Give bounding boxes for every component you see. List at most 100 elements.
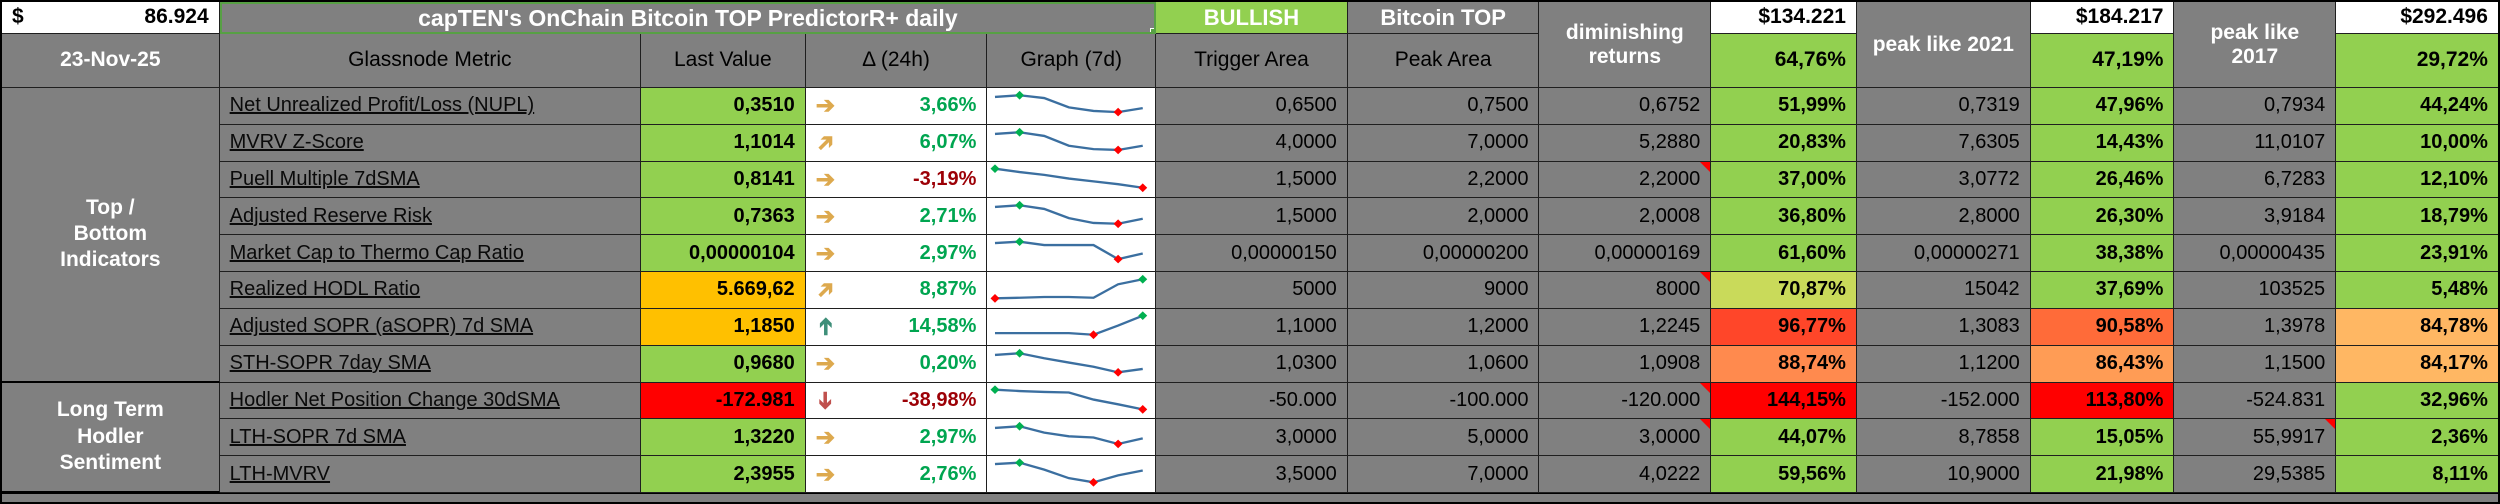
value-2017-cell[interactable]: 11,0107: [2174, 124, 2337, 162]
metric-link[interactable]: LTH-SOPR 7d SMA: [219, 419, 641, 457]
scenario-2021-header[interactable]: peak like 2021: [1856, 2, 2031, 88]
delta-24h-cell[interactable]: ➔ 2,97%: [805, 419, 988, 457]
pct-2021-cell[interactable]: 38,38%: [2030, 235, 2175, 273]
diminishing-pct-cell[interactable]: 37,00%: [1711, 161, 1857, 199]
last-value-cell[interactable]: 1,1014: [640, 124, 806, 162]
metric-hyperlink[interactable]: MVRV Z-Score: [229, 131, 364, 154]
metric-link[interactable]: Hodler Net Position Change 30dSMA: [219, 382, 641, 420]
value-2021-cell[interactable]: 2,8000: [1856, 198, 2031, 236]
diminishing-pct-cell[interactable]: 44,07%: [1711, 419, 1857, 457]
pct-2021-cell[interactable]: 113,80%: [2030, 382, 2175, 420]
col-header-metric[interactable]: Glassnode Metric: [219, 34, 641, 88]
diminishing-value-cell[interactable]: 8000: [1539, 272, 1712, 309]
pct-2017-cell[interactable]: 12,10%: [2336, 161, 2498, 199]
sparkline-cell[interactable]: [987, 272, 1157, 309]
metric-hyperlink[interactable]: Market Cap to Thermo Cap Ratio: [229, 241, 524, 264]
sparkline-cell[interactable]: [987, 88, 1157, 125]
last-value-cell[interactable]: -172.981: [640, 382, 806, 420]
last-value-cell[interactable]: 0,00000104: [640, 235, 806, 273]
metric-hyperlink[interactable]: Adjusted Reserve Risk: [229, 204, 432, 227]
scenario-diminishing-pct[interactable]: 64,76%: [1711, 34, 1857, 88]
pct-2021-cell[interactable]: 86,43%: [2030, 345, 2175, 383]
value-2021-cell[interactable]: 8,7858: [1856, 419, 2031, 457]
date-cell[interactable]: 23-Nov-25: [2, 34, 220, 88]
value-2021-cell[interactable]: 1,1200: [1856, 345, 2031, 383]
diminishing-pct-cell[interactable]: 96,77%: [1711, 308, 1857, 346]
col-header-last-value[interactable]: Last Value: [640, 34, 806, 88]
diminishing-pct-cell[interactable]: 70,87%: [1711, 272, 1857, 309]
sparkline-cell[interactable]: [987, 161, 1157, 199]
diminishing-value-cell[interactable]: 2,2000: [1539, 161, 1712, 199]
value-2017-cell[interactable]: 3,9184: [2174, 198, 2337, 236]
value-2021-cell[interactable]: 0,7319: [1856, 88, 2031, 125]
metric-link[interactable]: Market Cap to Thermo Cap Ratio: [219, 235, 641, 273]
sparkline-cell[interactable]: [987, 198, 1157, 236]
value-2021-cell[interactable]: 15042: [1856, 272, 2031, 309]
pct-2017-cell[interactable]: 2,36%: [2336, 419, 2498, 457]
value-2017-cell[interactable]: 0,00000435: [2174, 235, 2337, 273]
pct-2017-cell[interactable]: 8,11%: [2336, 456, 2498, 493]
sparkline-cell[interactable]: [987, 419, 1157, 457]
value-2021-cell[interactable]: -152.000: [1856, 382, 2031, 420]
last-value-cell[interactable]: 0,3510: [640, 88, 806, 125]
metric-link[interactable]: LTH-MVRV: [219, 456, 641, 493]
metric-hyperlink[interactable]: Puell Multiple 7dSMA: [229, 168, 420, 191]
delta-24h-cell[interactable]: ➔ 2,71%: [805, 198, 988, 236]
diminishing-pct-cell[interactable]: 88,74%: [1711, 345, 1857, 383]
metric-hyperlink[interactable]: Adjusted SOPR (aSOPR) 7d SMA: [229, 315, 534, 338]
diminishing-value-cell[interactable]: 0,00000169: [1539, 235, 1712, 273]
delta-24h-cell[interactable]: ➔ -38,98%: [805, 382, 988, 420]
trigger-area-cell[interactable]: 3,0000: [1156, 419, 1348, 457]
trigger-area-cell[interactable]: -50.000: [1156, 382, 1348, 420]
pct-2021-cell[interactable]: 15,05%: [2030, 419, 2175, 457]
pct-2017-cell[interactable]: 84,78%: [2336, 308, 2498, 346]
scenario-2021-pct[interactable]: 47,19%: [2030, 34, 2175, 88]
pct-2017-cell[interactable]: 23,91%: [2336, 235, 2498, 273]
peak-area-cell[interactable]: 7,0000: [1347, 124, 1540, 162]
sparkline-cell[interactable]: [987, 308, 1157, 346]
metric-link[interactable]: Net Unrealized Profit/Loss (NUPL): [219, 88, 641, 125]
value-2017-cell[interactable]: 55,9917: [2174, 419, 2337, 457]
peak-area-cell[interactable]: 7,0000: [1347, 456, 1540, 493]
trigger-area-cell[interactable]: 0,00000150: [1156, 235, 1348, 273]
pct-2017-cell[interactable]: 44,24%: [2336, 88, 2498, 125]
col-header-peak-area[interactable]: Peak Area: [1347, 34, 1540, 88]
value-2017-cell[interactable]: 6,7283: [2174, 161, 2337, 199]
delta-24h-cell[interactable]: ➔ 14,58%: [805, 308, 988, 346]
sparkline-cell[interactable]: [987, 345, 1157, 383]
diminishing-value-cell[interactable]: 3,0000: [1539, 419, 1712, 457]
col-header-delta[interactable]: Δ (24h): [805, 34, 988, 88]
diminishing-value-cell[interactable]: 5,2880: [1539, 124, 1712, 162]
diminishing-pct-cell[interactable]: 144,15%: [1711, 382, 1857, 420]
pct-2021-cell[interactable]: 90,58%: [2030, 308, 2175, 346]
scenario-2017-pct[interactable]: 29,72%: [2336, 34, 2498, 88]
value-2017-cell[interactable]: 1,3978: [2174, 308, 2337, 346]
delta-24h-cell[interactable]: ➔ 3,66%: [805, 88, 988, 125]
pct-2017-cell[interactable]: 18,79%: [2336, 198, 2498, 236]
diminishing-value-cell[interactable]: 4,0222: [1539, 456, 1712, 493]
peak-area-cell[interactable]: 1,0600: [1347, 345, 1540, 383]
pct-2021-cell[interactable]: 47,96%: [2030, 88, 2175, 125]
scenario-diminishing-header[interactable]: diminishing returns: [1539, 2, 1712, 88]
diminishing-pct-cell[interactable]: 36,80%: [1711, 198, 1857, 236]
selection-fill-handle[interactable]: [1150, 28, 1155, 32]
peak-area-cell[interactable]: 9000: [1347, 272, 1540, 309]
metric-hyperlink[interactable]: Hodler Net Position Change 30dSMA: [229, 388, 560, 411]
trigger-area-cell[interactable]: 4,0000: [1156, 124, 1348, 162]
delta-24h-cell[interactable]: ➔ 2,97%: [805, 235, 988, 273]
trigger-area-cell[interactable]: 0,6500: [1156, 88, 1348, 125]
value-2021-cell[interactable]: 10,9000: [1856, 456, 2031, 493]
last-value-cell[interactable]: 0,8141: [640, 161, 806, 199]
value-2017-cell[interactable]: 1,1500: [2174, 345, 2337, 383]
last-value-cell[interactable]: 2,3955: [640, 456, 806, 493]
delta-24h-cell[interactable]: ➔ -3,19%: [805, 161, 988, 199]
metric-hyperlink[interactable]: LTH-SOPR 7d SMA: [229, 425, 406, 448]
value-2021-cell[interactable]: 3,0772: [1856, 161, 2031, 199]
value-2021-cell[interactable]: 0,00000271: [1856, 235, 2031, 273]
diminishing-value-cell[interactable]: 1,0908: [1539, 345, 1712, 383]
diminishing-pct-cell[interactable]: 51,99%: [1711, 88, 1857, 125]
diminishing-pct-cell[interactable]: 59,56%: [1711, 456, 1857, 493]
value-2017-cell[interactable]: -524.831: [2174, 382, 2337, 420]
value-2017-cell[interactable]: 103525: [2174, 272, 2337, 309]
last-value-cell[interactable]: 0,7363: [640, 198, 806, 236]
